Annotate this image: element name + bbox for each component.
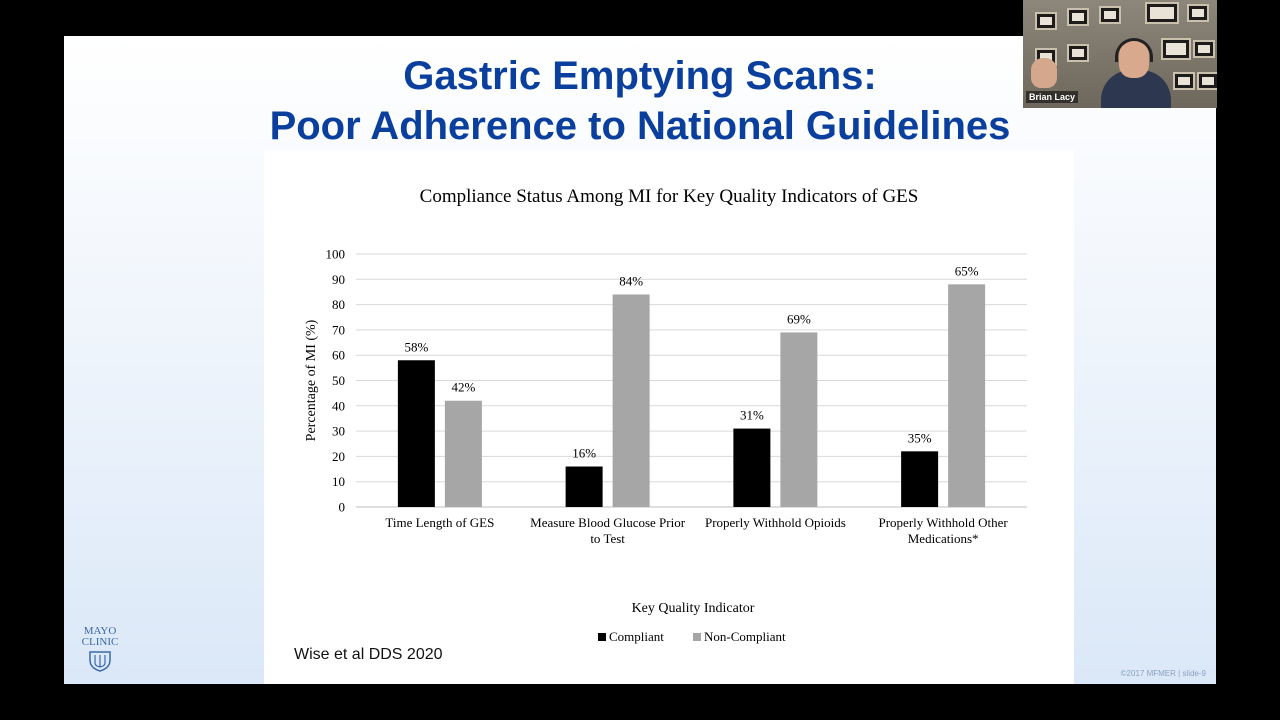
bar-non-compliant-1 [444, 400, 482, 507]
headset-icon [1115, 38, 1153, 62]
logo-text-line-2: CLINIC [81, 636, 119, 648]
bar-compliant-2 [565, 466, 603, 507]
x-tick-label: Properly Withhold Other [879, 515, 1009, 530]
data-label: 58% [404, 339, 428, 354]
y-tick-label: 40 [332, 398, 345, 413]
x-tick-label: to Test [590, 531, 625, 546]
y-tick-label: 50 [332, 373, 345, 388]
data-label: 42% [451, 380, 475, 395]
participant-video-tile[interactable]: Brian Lacy [1023, 0, 1217, 108]
bar-compliant-1 [397, 360, 435, 507]
slide-title-line-2: Poor Adherence to National Guidelines [269, 104, 1011, 148]
y-tick-label: 60 [332, 348, 345, 363]
x-tick-label: Time Length of GES [385, 515, 494, 530]
x-tick-label: Measure Blood Glucose Prior [530, 515, 686, 530]
data-label: 16% [572, 446, 596, 461]
bar-chart: Compliance Status Among MI for Key Quali… [304, 186, 1027, 644]
bar-non-compliant-3 [780, 332, 818, 507]
slide-title-line-1: Gastric Emptying Scans: [403, 54, 877, 98]
slide-footer: ©2017 MFMER | slide-9 [1120, 669, 1206, 678]
data-label: 84% [619, 273, 643, 288]
y-tick-label: 70 [332, 322, 345, 337]
x-tick-label: Medications* [908, 531, 979, 546]
x-tick-label: Properly Withhold Opioids [705, 515, 846, 530]
y-tick-label: 20 [332, 449, 345, 464]
citation-text: Wise et al DDS 2020 [294, 646, 443, 663]
bar-compliant-4 [901, 451, 939, 507]
participant-hand [1031, 58, 1057, 88]
y-tick-label: 80 [332, 297, 345, 312]
logo-text-line-1: MAYO [83, 625, 117, 637]
legend-swatch [693, 633, 701, 641]
chart-panel: Compliance Status Among MI for Key Quali… [264, 150, 1074, 684]
y-axis-label: Percentage of MI (%) [304, 319, 319, 441]
bar-non-compliant-2 [612, 294, 650, 507]
y-tick-label: 30 [332, 424, 345, 439]
mayo-clinic-logo: MAYO CLINIC [78, 626, 122, 672]
bar-compliant-3 [733, 428, 771, 507]
legend-swatch [598, 633, 606, 641]
legend-label: Compliant [609, 629, 664, 644]
y-tick-label: 100 [326, 247, 346, 262]
slide-title: Gastric Emptying Scans: Poor Adherence t… [64, 51, 1216, 151]
data-label: 69% [787, 311, 811, 326]
participant-name-label: Brian Lacy [1026, 91, 1079, 103]
y-tick-label: 90 [332, 272, 345, 287]
bar-non-compliant-4 [948, 284, 986, 507]
legend-label: Non-Compliant [704, 629, 786, 644]
presentation-slide: Gastric Emptying Scans: Poor Adherence t… [64, 36, 1216, 684]
data-label: 35% [908, 430, 932, 445]
chart-title: Compliance Status Among MI for Key Quali… [420, 186, 919, 207]
x-axis-label: Key Quality Indicator [632, 601, 755, 616]
y-tick-label: 10 [332, 474, 345, 489]
y-tick-label: 0 [339, 500, 346, 515]
data-label: 31% [740, 408, 764, 423]
shield-icon [89, 651, 111, 672]
data-label: 65% [955, 263, 979, 278]
